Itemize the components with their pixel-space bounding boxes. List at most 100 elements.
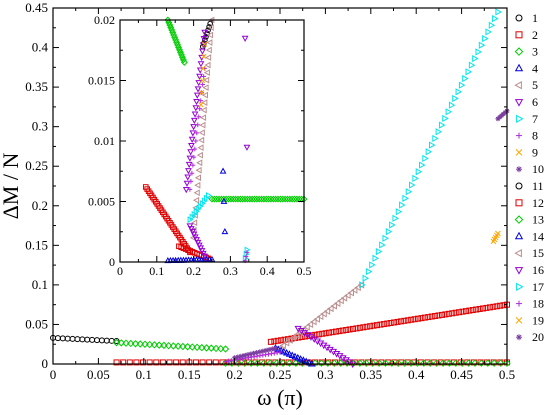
main-point <box>164 341 173 350</box>
legend-marker <box>514 249 522 258</box>
legend-entry-10: 10 <box>516 162 544 176</box>
main-point <box>384 320 391 327</box>
main-point <box>391 359 398 366</box>
inset-point <box>246 195 254 203</box>
main-point <box>418 315 425 322</box>
main-x-tick-label: 0.2 <box>226 367 242 382</box>
main-plot-marks <box>50 8 511 369</box>
main-point <box>274 337 281 344</box>
main-point <box>113 359 120 366</box>
main-point <box>405 188 413 196</box>
main-point <box>415 315 422 322</box>
legend-label: 8 <box>532 129 538 143</box>
legend-marker <box>516 282 524 291</box>
inset-point <box>193 98 200 106</box>
inset-point <box>225 195 232 203</box>
main-point <box>316 312 324 321</box>
main-point <box>297 355 305 362</box>
legend-marker <box>516 334 522 341</box>
inset-point <box>185 168 192 175</box>
inset-point <box>190 124 197 131</box>
inset-x-tick-label: 0.4 <box>260 264 275 278</box>
main-point <box>244 352 250 358</box>
main-point <box>445 310 452 317</box>
inset-point <box>201 53 207 59</box>
main-point <box>285 336 292 343</box>
main-point <box>401 317 408 324</box>
inset-point <box>201 99 208 106</box>
main-point <box>362 274 370 282</box>
inset-point <box>199 114 207 122</box>
main-point <box>356 359 364 367</box>
main-point <box>473 306 480 313</box>
main-x-tick-label: 0 <box>50 367 57 382</box>
legend-label: 12 <box>532 196 544 210</box>
legend-marker <box>515 317 523 324</box>
main-point <box>458 81 466 89</box>
main-point <box>493 303 500 310</box>
main-y-tick-label: 0.4 <box>32 40 49 55</box>
main-point <box>468 61 476 69</box>
legend-label: 17 <box>532 280 544 294</box>
main-x-tick-label: 0.3 <box>317 367 333 382</box>
main-point <box>438 311 445 318</box>
inset-point <box>220 195 228 203</box>
main-point <box>484 359 492 367</box>
main-point <box>404 317 411 324</box>
inset-point <box>188 136 196 143</box>
inset-point <box>293 195 301 203</box>
main-point <box>305 332 312 339</box>
main-point <box>294 353 302 361</box>
inset-point <box>194 86 202 93</box>
legend-entry-19: 19 <box>515 313 544 327</box>
main-point <box>320 310 327 318</box>
inset-y-tick-label: 0.015 <box>88 74 115 88</box>
main-point <box>448 101 456 109</box>
inset-point <box>243 254 249 259</box>
main-point <box>404 359 411 366</box>
legend-entry-18: 18 <box>516 297 544 311</box>
main-point <box>452 309 459 316</box>
inset-panel <box>120 20 304 262</box>
main-point <box>402 194 409 202</box>
main-point <box>285 359 294 367</box>
main-point <box>193 343 201 352</box>
main-point <box>337 297 344 305</box>
y-axis-label: ΔM / N <box>0 153 23 220</box>
main-point <box>438 121 446 129</box>
inset-point <box>192 105 200 112</box>
inset-point <box>203 76 210 84</box>
legend-label: 15 <box>532 246 544 260</box>
main-point <box>475 48 483 56</box>
main-point <box>452 94 459 103</box>
main-point <box>305 358 313 366</box>
main-point <box>490 359 498 367</box>
inset-point <box>198 136 205 144</box>
main-point <box>421 314 428 321</box>
main-point <box>428 313 435 320</box>
inset-point <box>250 195 258 203</box>
inset-point <box>269 195 277 203</box>
inset-point <box>232 195 240 203</box>
main-point <box>409 181 416 189</box>
main-point <box>340 294 348 302</box>
main-point <box>288 351 296 358</box>
inset-point <box>190 162 196 168</box>
main-point <box>411 316 418 323</box>
inset-x-tick-label: 0 <box>117 264 123 278</box>
inset-point <box>200 106 207 114</box>
main-point <box>365 267 373 276</box>
main-point <box>217 344 225 353</box>
main-point <box>419 161 426 169</box>
main-point <box>283 349 291 356</box>
main-point <box>452 359 460 367</box>
main-point <box>339 327 346 334</box>
legend-marker <box>515 182 523 190</box>
main-point <box>375 248 383 256</box>
inset-x-tick-label: 0.1 <box>149 264 164 278</box>
inset-point <box>260 195 268 203</box>
legend-entry-7: 7 <box>516 112 538 126</box>
main-point <box>478 41 486 49</box>
main-point <box>503 359 511 367</box>
